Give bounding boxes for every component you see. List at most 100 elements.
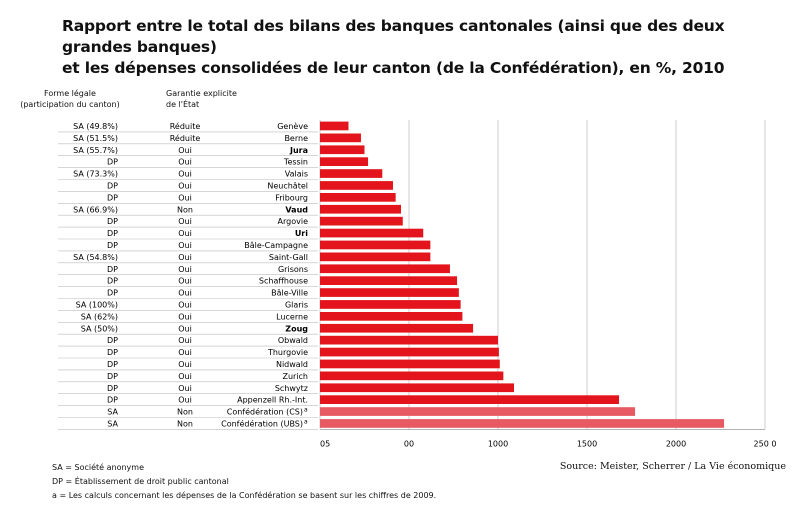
- guarantee-label: Oui: [178, 253, 192, 262]
- bar: [320, 264, 450, 274]
- guarantee-label: Oui: [178, 336, 192, 345]
- category-label: Schaffhouse: [259, 277, 308, 286]
- legal-form-label: DP: [107, 360, 118, 369]
- category-label: Valais: [285, 170, 308, 179]
- legal-form-label: SA: [107, 419, 118, 428]
- x-tick-label: 00: [404, 439, 414, 448]
- footnote-sa: SA = Société anonyme: [52, 463, 144, 472]
- bar: [320, 204, 401, 214]
- category-label: Bâle-Ville: [271, 289, 308, 298]
- legal-form-label: DP: [107, 158, 118, 167]
- bar: [320, 145, 365, 155]
- legal-form-label: SA: [107, 408, 118, 417]
- category-label: Thurgovie: [267, 348, 308, 357]
- category-label: Vaud: [285, 205, 308, 214]
- bar: [320, 240, 431, 250]
- legal-form-label: DP: [107, 265, 118, 274]
- x-tick-label: 1000: [488, 439, 508, 448]
- x-tick-label: 05: [320, 439, 330, 448]
- footnote-marker: a: [304, 407, 308, 414]
- legal-form-label: SA (62%): [81, 312, 118, 321]
- category-label: Fribourg: [275, 193, 308, 202]
- guarantee-label: Oui: [178, 312, 192, 321]
- bar: [320, 252, 431, 262]
- category-label: Uri: [295, 229, 308, 238]
- guarantee-label: Oui: [178, 265, 192, 274]
- category-label: Argovie: [278, 217, 309, 226]
- chart-title-line-2: et les dépenses consolidées de leur cant…: [62, 59, 725, 77]
- bar: [320, 323, 474, 333]
- x-tick-label: 1500: [577, 439, 597, 448]
- bar: [320, 407, 636, 416]
- bar: [320, 133, 361, 143]
- guarantee-label: Oui: [178, 217, 192, 226]
- legal-form-label: DP: [107, 193, 118, 202]
- legal-form-label: DP: [107, 336, 118, 345]
- category-label: Genève: [277, 121, 308, 131]
- legal-form-label: SA (51.5%): [73, 134, 118, 143]
- bar: [320, 383, 515, 393]
- guarantee-label: Non: [177, 205, 193, 214]
- category-label: Lucerne: [276, 312, 308, 321]
- chart-title-line-1: Rapport entre le total des bilans des ba…: [62, 17, 725, 56]
- category-label: Confédération (UBS): [221, 418, 303, 428]
- guarantee-label: Oui: [178, 384, 192, 393]
- category-label: Neuchâtel: [267, 181, 308, 190]
- bar: [320, 157, 369, 166]
- legal-form-label: DP: [107, 277, 118, 286]
- legal-form-label: SA (50%): [81, 324, 118, 333]
- guarantee-column-header: Garantie explicite de l'État: [166, 88, 266, 110]
- source-credit: Source: Meister, Scherrer / La Vie écono…: [559, 461, 786, 472]
- category-label: Bâle-Campagne: [244, 241, 308, 250]
- guarantee-label: Oui: [178, 241, 192, 250]
- legal-form-label: DP: [107, 289, 118, 298]
- legal-form-column-header: Forme légale (participation du canton): [10, 88, 130, 110]
- bar: [320, 371, 504, 381]
- legal-form-header-line-1: Forme légale: [44, 89, 96, 98]
- legal-form-label: SA (54.8%): [73, 253, 118, 262]
- guarantee-label: Non: [177, 408, 193, 417]
- bar: [320, 228, 424, 238]
- bar: [320, 312, 463, 321]
- legal-form-label: DP: [107, 348, 118, 357]
- bar: [320, 181, 393, 190]
- guarantee-label: Oui: [178, 372, 192, 381]
- guarantee-label: Oui: [178, 146, 192, 155]
- bar: [320, 347, 499, 357]
- guarantee-label: Oui: [178, 193, 192, 202]
- category-label: Schwytz: [275, 384, 308, 393]
- legal-form-label: DP: [107, 241, 118, 250]
- legal-form-label: SA (55.7%): [73, 146, 118, 155]
- legal-form-label: DP: [107, 372, 118, 381]
- guarantee-label: Non: [177, 419, 193, 428]
- bar: [320, 419, 725, 428]
- legal-form-label: SA (100%): [76, 300, 118, 309]
- guarantee-label: Réduite: [170, 133, 201, 143]
- guarantee-label: Oui: [178, 277, 192, 286]
- bar: [320, 335, 498, 345]
- guarantee-label: Oui: [178, 229, 192, 238]
- x-tick-label: 2000: [666, 439, 686, 448]
- category-label: Berne: [284, 134, 308, 143]
- chart-title: Rapport entre le total des bilans des ba…: [62, 16, 792, 79]
- guarantee-label: Oui: [178, 396, 192, 405]
- footnote-marker: a: [304, 418, 308, 425]
- category-label: Confédération (CS): [227, 407, 303, 417]
- legal-form-header-line-2: (participation du canton): [20, 100, 120, 109]
- legal-form-label: DP: [107, 384, 118, 393]
- bar: [320, 193, 396, 202]
- category-label: Appenzell Rh.-Int.: [237, 396, 308, 405]
- guarantee-label: Oui: [178, 324, 192, 333]
- guarantee-label: Oui: [178, 289, 192, 298]
- guarantee-label: Oui: [178, 181, 192, 190]
- legal-form-label: SA (73.3%): [73, 170, 118, 179]
- bar: [320, 216, 403, 226]
- bar: [320, 300, 461, 309]
- category-label: Zoug: [285, 324, 308, 333]
- legal-form-label: SA (49.8%): [73, 122, 118, 131]
- guarantee-label: Oui: [178, 348, 192, 357]
- guarantee-label: Oui: [178, 158, 192, 167]
- category-label: Obwald: [278, 336, 308, 345]
- bar: [320, 359, 500, 369]
